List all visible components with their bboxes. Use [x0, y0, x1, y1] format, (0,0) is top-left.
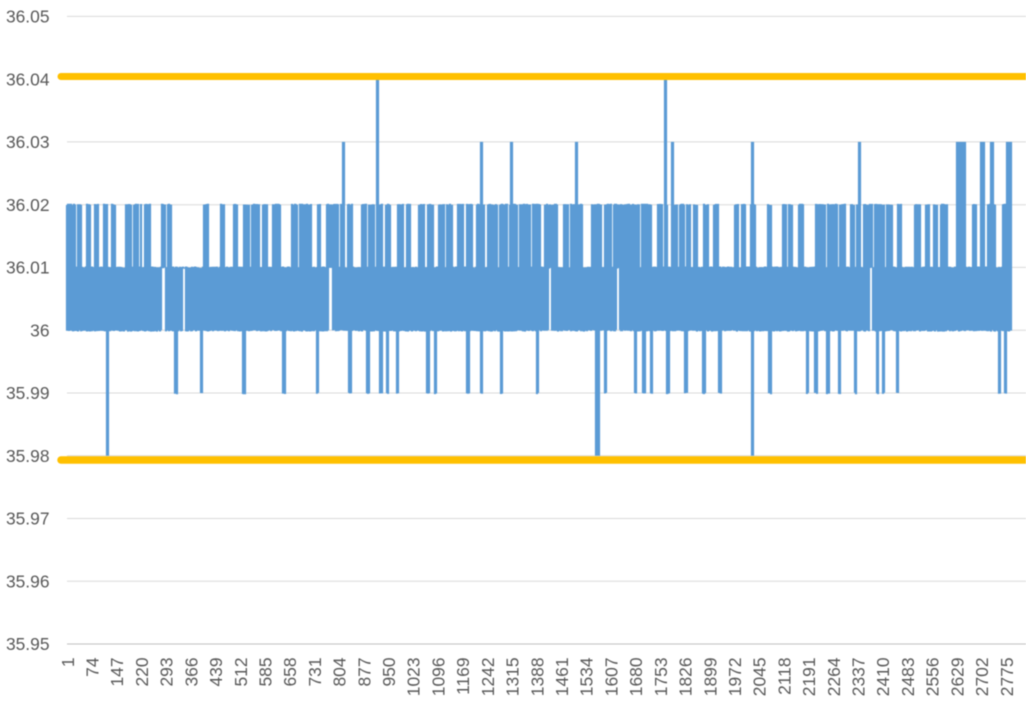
svg-text:950: 950	[379, 658, 399, 687]
svg-text:1607: 1607	[601, 658, 621, 697]
svg-text:1169: 1169	[453, 658, 473, 695]
svg-text:2410: 2410	[873, 658, 893, 697]
svg-text:2556: 2556	[923, 658, 943, 697]
svg-text:36.04: 36.04	[6, 69, 50, 89]
svg-text:35.95: 35.95	[6, 634, 50, 654]
svg-text:1315: 1315	[503, 658, 523, 697]
svg-text:658: 658	[280, 658, 300, 687]
svg-text:366: 366	[181, 658, 201, 687]
svg-text:1826: 1826	[676, 658, 696, 697]
svg-text:1899: 1899	[700, 658, 720, 697]
svg-text:74: 74	[83, 657, 103, 677]
svg-text:512: 512	[231, 658, 251, 687]
svg-text:2337: 2337	[849, 658, 869, 697]
svg-text:147: 147	[107, 658, 127, 687]
svg-text:1753: 1753	[651, 658, 671, 697]
svg-text:36: 36	[30, 320, 49, 340]
svg-text:2191: 2191	[799, 658, 819, 697]
svg-text:1023: 1023	[404, 658, 424, 697]
svg-text:2045: 2045	[750, 658, 770, 697]
svg-text:2264: 2264	[824, 657, 844, 696]
svg-text:2629: 2629	[947, 658, 967, 697]
svg-text:36.05: 36.05	[6, 7, 50, 27]
svg-text:293: 293	[157, 658, 177, 687]
svg-text:36.03: 36.03	[6, 132, 50, 152]
svg-text:2702: 2702	[972, 658, 992, 697]
svg-text:1680: 1680	[626, 658, 646, 697]
svg-text:1096: 1096	[429, 658, 449, 697]
svg-text:35.99: 35.99	[6, 383, 50, 403]
svg-text:36.01: 36.01	[6, 258, 50, 278]
svg-text:585: 585	[256, 658, 276, 687]
svg-text:220: 220	[132, 658, 152, 687]
svg-text:36.02: 36.02	[6, 195, 50, 215]
svg-text:2118: 2118	[774, 658, 794, 695]
svg-text:1: 1	[58, 658, 78, 668]
svg-text:2775: 2775	[997, 658, 1017, 697]
svg-text:1461: 1461	[552, 658, 572, 697]
svg-text:804: 804	[330, 657, 350, 686]
svg-text:439: 439	[206, 658, 226, 687]
svg-text:35.98: 35.98	[6, 446, 50, 466]
svg-text:877: 877	[354, 658, 374, 687]
svg-text:1388: 1388	[527, 658, 547, 697]
svg-text:1242: 1242	[478, 658, 498, 697]
svg-text:2483: 2483	[898, 658, 918, 697]
svg-text:35.96: 35.96	[6, 571, 50, 591]
svg-text:1972: 1972	[725, 658, 745, 697]
svg-text:35.97: 35.97	[6, 509, 50, 529]
svg-text:731: 731	[305, 658, 325, 687]
svg-text:1534: 1534	[577, 657, 597, 696]
